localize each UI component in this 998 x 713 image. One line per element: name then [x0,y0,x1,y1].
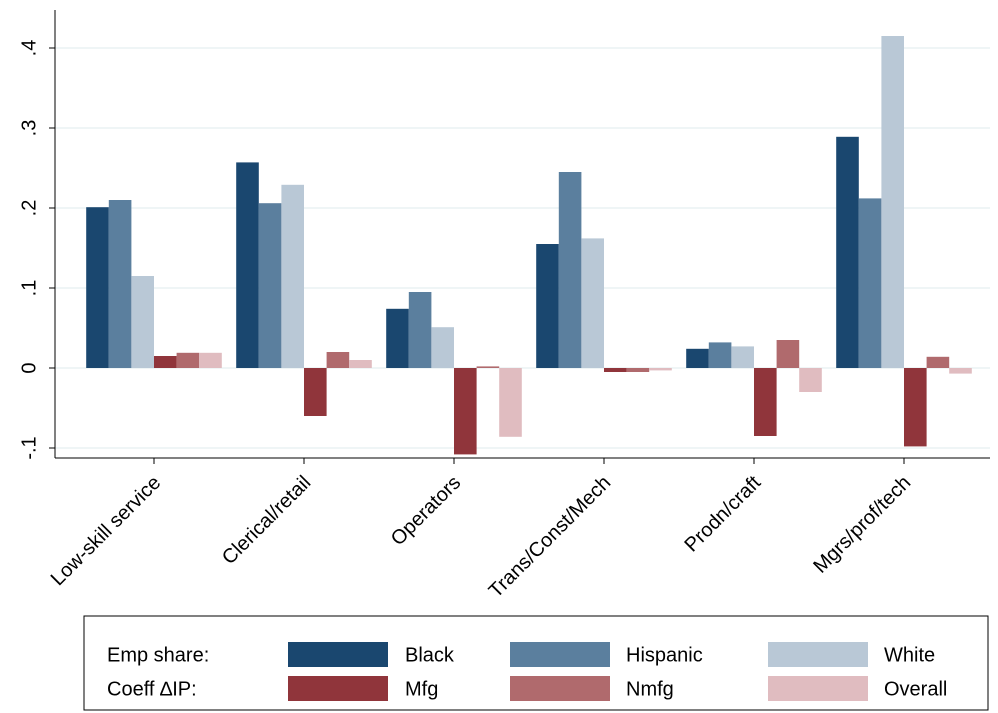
y-tick-label: .2 [18,200,40,217]
legend-label: White [884,644,935,666]
legend-label: Black [405,644,455,666]
bar [799,368,822,392]
bar [431,327,454,368]
legend-swatch [768,676,868,701]
legend-row-label: Coeff ∆IP: [107,678,197,700]
bar [776,340,800,368]
bar [154,356,177,368]
x-tick-label: Prodn/craft [681,471,766,556]
legend-label: Hispanic [626,644,703,666]
bar [558,172,582,368]
bar [836,136,859,368]
bar [731,346,754,368]
bar [949,368,972,374]
bar [131,276,154,368]
bar [754,368,777,436]
legend-swatch [288,642,388,667]
bar [108,200,132,368]
bar [686,348,709,368]
legend-swatch [288,676,388,701]
bar [649,368,672,371]
bar [536,244,559,368]
legend-label: Nmfg [626,678,674,700]
y-tick-label: .3 [18,120,40,137]
bar [304,368,327,416]
x-tick-label: Mgrs/prof/tech [809,472,915,578]
bar [408,292,432,368]
bar [476,366,500,368]
bar [881,36,904,368]
bar [281,184,304,368]
legend-swatch [510,676,610,701]
bar [236,162,259,368]
bar [349,360,372,368]
bar [926,356,950,368]
y-tick-label: .4 [18,40,40,57]
y-tick-label: -.1 [18,436,40,459]
x-tick-label: Clerical/retail [218,472,315,569]
legend-swatch [768,642,868,667]
bar [454,368,477,455]
x-tick-label: Trans/Const/Mech [485,472,616,603]
bar [258,203,282,368]
bar [581,238,604,368]
bar [858,198,882,368]
bar [326,352,350,368]
legend-swatch [510,642,610,667]
x-tick-label: Operators [387,472,465,550]
bar [708,342,732,368]
legend-label: Overall [884,678,947,700]
legend-label: Mfg [405,678,438,700]
bar [86,207,109,368]
bar [604,368,627,372]
bar [176,352,200,368]
bar [626,368,650,372]
bar [386,308,409,368]
legend-row-label: Emp share: [107,644,209,666]
y-tick-label: 0 [18,362,40,373]
bar [199,352,222,368]
bar [499,368,522,437]
x-tick-label: Low-skill service [47,472,166,591]
y-tick-label: .1 [18,280,40,297]
bar [904,368,927,447]
